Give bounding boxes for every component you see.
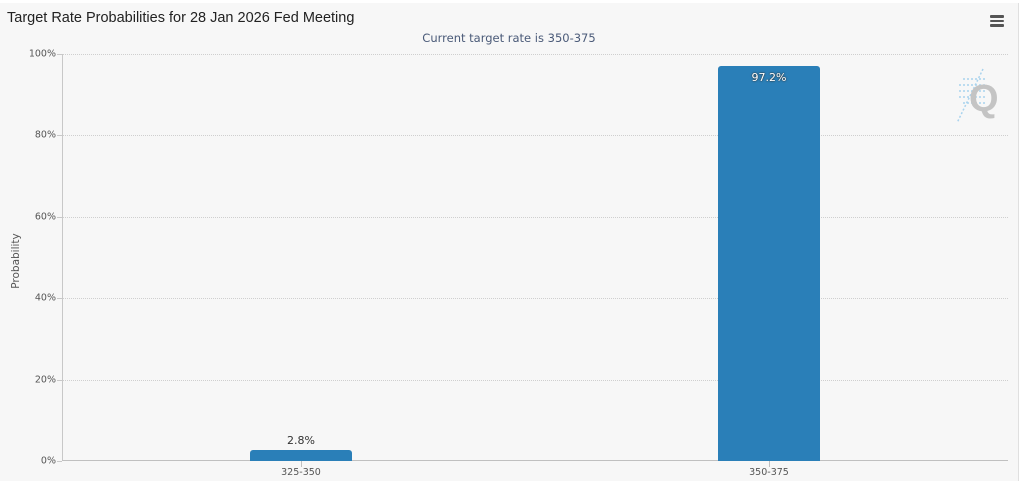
y-tick-mark [57, 380, 62, 381]
gridline [62, 380, 1008, 381]
y-tick-label: 60% [34, 211, 56, 223]
y-tick-mark [57, 461, 62, 462]
chart-subtitle: Current target rate is 350-375 [422, 31, 596, 45]
bar-value-label: 97.2% [751, 71, 787, 84]
bar-350-375[interactable] [718, 66, 820, 461]
gridline [62, 54, 1008, 55]
y-tick-mark [57, 298, 62, 299]
q-watermark-logo-icon: Q [956, 68, 999, 124]
svg-text:Q: Q [969, 78, 999, 120]
hamburger-menu-icon[interactable] [990, 15, 1004, 27]
gridline [62, 135, 1008, 136]
gridline [62, 217, 1008, 218]
bar-value-label: 2.8% [287, 434, 315, 447]
y-tick-mark [57, 135, 62, 136]
y-tick-label: 40% [34, 292, 56, 304]
y-axis-label: Probability [10, 233, 22, 289]
gridline [62, 298, 1008, 299]
x-tick-label: 350-375 [749, 467, 789, 478]
y-tick-label: 20% [34, 374, 56, 386]
y-axis-line [62, 54, 63, 461]
chart-title: Target Rate Probabilities for 28 Jan 202… [7, 10, 355, 26]
y-tick-label: 0% [40, 455, 56, 467]
y-tick-mark [57, 54, 62, 55]
y-tick-label: 100% [28, 48, 56, 60]
x-tick-mark [301, 461, 302, 467]
x-tick-label: 325-350 [281, 467, 321, 478]
bar-325-350[interactable] [250, 450, 352, 461]
chart-container: Target Rate Probabilities for 28 Jan 202… [0, 3, 1019, 481]
x-axis-line [62, 460, 1008, 461]
y-tick-mark [57, 217, 62, 218]
y-tick-label: 80% [34, 129, 56, 141]
x-tick-mark [769, 461, 770, 467]
plot-area: 100% 80% 60% 40% 20% 0% 2.8% 325-350 97.… [29, 49, 1008, 478]
